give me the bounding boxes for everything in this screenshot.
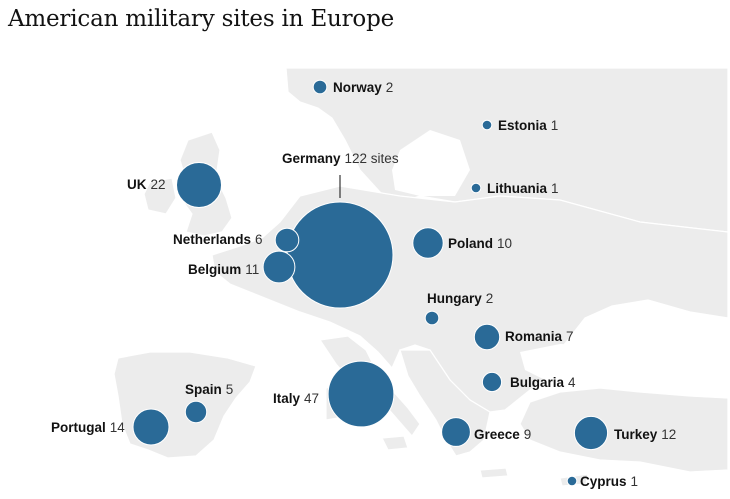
black-sea [520, 344, 650, 384]
label-spain: Spain 5 [185, 382, 234, 397]
land-ireland [143, 177, 177, 215]
bubble-lithuania [470, 182, 482, 194]
page-title: American military sites in Europe [8, 6, 395, 32]
label-germany: Germany 122 sites [282, 151, 399, 166]
label-lithuania: Lithuania 1 [487, 181, 559, 196]
label-hungary: Hungary 2 [427, 291, 494, 306]
bubble-belgium [262, 250, 296, 284]
label-estonia: Estonia 1 [498, 118, 559, 133]
bubble-norway [312, 79, 328, 95]
label-uk: UK 22 [127, 177, 166, 192]
baltic-sea [392, 130, 470, 196]
bubble-spain [184, 400, 208, 424]
sea-layer [230, 130, 650, 384]
land-iberia [113, 351, 257, 459]
label-italy: Italy 47 [273, 391, 320, 406]
bubble-estonia [481, 119, 493, 131]
label-romania: Romania 7 [505, 329, 574, 344]
label-bulgaria: Bulgaria 4 [510, 375, 576, 390]
label-belgium: Belgium 11 [188, 262, 260, 277]
bubble-poland [412, 227, 444, 259]
bubble-hungary [424, 310, 440, 326]
label-norway: Norway 2 [333, 80, 394, 95]
bubble-cyprus [566, 475, 578, 487]
label-cyprus: Cyprus 1 [580, 474, 639, 489]
bubble-layer [132, 79, 609, 487]
bubble-italy [327, 360, 395, 428]
bubble-bulgaria [481, 371, 503, 393]
bubble-portugal [132, 408, 170, 446]
bubble-greece [441, 417, 471, 447]
land-sicily [381, 435, 409, 451]
bubble-romania [473, 323, 501, 351]
label-portugal: Portugal 14 [51, 420, 125, 435]
label-netherlands: Netherlands 6 [173, 232, 263, 247]
label-greece: Greece 9 [474, 427, 532, 442]
label-poland: Poland 10 [448, 236, 513, 251]
land-crete [479, 467, 509, 479]
bubble-turkey [573, 415, 609, 451]
bubble-uk [176, 162, 222, 208]
bubble-germany [286, 201, 394, 309]
land-anatolia [519, 387, 729, 473]
north-sea [230, 150, 318, 210]
bubble-netherlands [274, 227, 300, 253]
label-turkey: Turkey 12 [614, 427, 677, 442]
